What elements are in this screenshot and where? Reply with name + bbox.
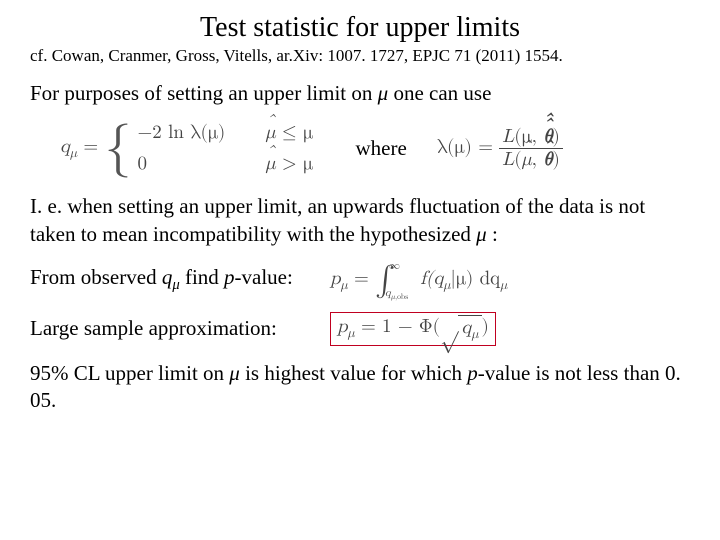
qmu-definition: qμ = { −2 ln λ(μ) μ ≤ μ 0 μ > μ xyxy=(30,121,326,175)
mu-symbol-2: μ xyxy=(476,222,487,246)
lambda-lhs: λ(μ) = xyxy=(437,137,499,156)
lambda-denominator: L(μ, θ) xyxy=(499,150,563,170)
intro-line: For purposes of setting an upper limit o… xyxy=(30,80,690,107)
equals-sign: = xyxy=(77,137,104,156)
explanation-line: I. e. when setting an upper limit, an up… xyxy=(30,193,690,248)
case2-cond: μ > μ xyxy=(266,152,326,175)
left-brace-icon: { xyxy=(105,124,132,173)
pvalue-label: From observed qμ find p-value: xyxy=(30,265,310,294)
integral-icon: ∫ ∞ qμ,obs xyxy=(375,262,395,298)
sqrt-icon: √ xyxy=(440,315,458,343)
integral-lower: qμ,obs xyxy=(385,287,408,302)
equation-row-1: qμ = { −2 ln λ(μ) μ ≤ μ 0 μ > μ where λ(… xyxy=(30,121,690,175)
slide-title: Test statistic for upper limits xyxy=(30,12,690,44)
explain-text: I. e. when setting an upper limit, an up… xyxy=(30,194,645,245)
pvalue-row: From observed qμ find p-value: pμ = ∫ ∞ … xyxy=(30,262,690,298)
explain-end: : xyxy=(487,222,498,246)
pvalue-integral: pμ = ∫ ∞ qμ,obs f(qμ|μ) dqμ xyxy=(330,262,507,298)
approximation-formula-box: pμ = 1 − Φ(√qμ) xyxy=(330,312,496,346)
lambda-definition: λ(μ) = L(μ, θ) L(μ, θ) xyxy=(437,127,563,170)
approximation-row: Large sample approximation: pμ = 1 − Φ(√… xyxy=(30,312,690,346)
intro-text-a: For purposes of setting an upper limit o… xyxy=(30,81,378,105)
mu-symbol: μ xyxy=(378,81,389,105)
where-label: where xyxy=(346,136,417,161)
case2-expr: 0 xyxy=(138,152,238,175)
conclusion-line: 95% CL upper limit on μ is highest value… xyxy=(30,360,690,415)
approximation-label: Large sample approximation: xyxy=(30,316,310,341)
q-symbol: q xyxy=(60,137,70,156)
case1-expr: −2 ln λ(μ) xyxy=(138,121,238,144)
citation-line: cf. Cowan, Cranmer, Gross, Vitells, ar.X… xyxy=(30,46,690,66)
intro-text-b: one can use xyxy=(388,81,491,105)
integral-upper: ∞ xyxy=(389,260,400,273)
